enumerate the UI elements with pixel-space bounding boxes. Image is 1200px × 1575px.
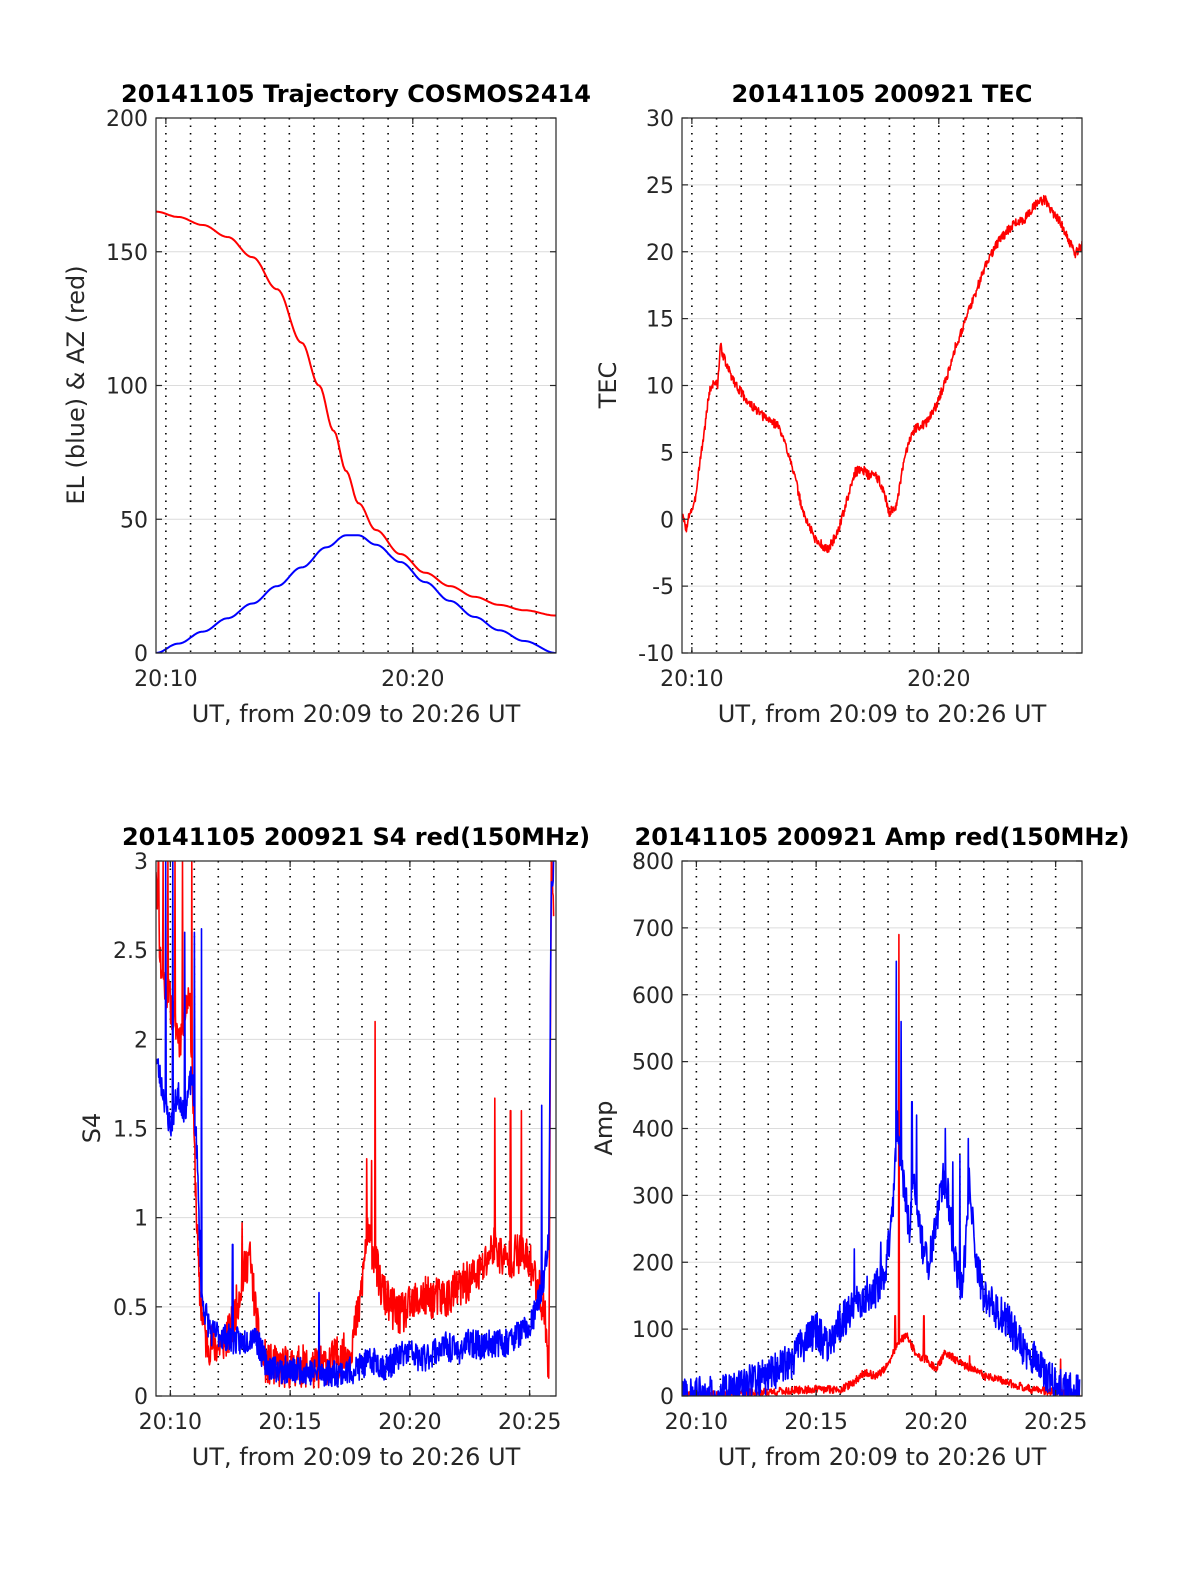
- s4-ytick-label-2: 1: [134, 1207, 148, 1232]
- tec-xtick-label-1: 20:20: [907, 667, 970, 692]
- tec-x-axis-label: UT, from 20:09 to 20:26 UT: [718, 700, 1047, 728]
- tec-ytick-label-4: 10: [646, 375, 674, 400]
- traj-ytick-label-4: 200: [106, 107, 148, 132]
- amp-ytick-label-1: 100: [632, 1318, 674, 1343]
- amp-ytick-label-0: 0: [660, 1385, 674, 1410]
- s4-ytick-label-3: 1.5: [113, 1118, 148, 1143]
- tec-ytick-label-8: 30: [646, 107, 674, 132]
- s4-y-axis-label: S4: [78, 1113, 106, 1144]
- s4-title: 20141105 200921 S4 red(150MHz): [122, 823, 590, 851]
- s4-ytick-label-1: 0.5: [113, 1296, 148, 1321]
- s4-series-blue-line: [156, 861, 555, 1388]
- s4-xtick-label-0: 20:10: [139, 1410, 202, 1435]
- s4-ytick-label-0: 0: [134, 1385, 148, 1410]
- panel-s4: 20141105 200921 S4 red(150MHz) 0 0.5 1 1.5 2…: [78, 823, 590, 1471]
- traj-ytick-label-3: 150: [106, 241, 148, 266]
- s4-ytick-label-5: 2.5: [113, 939, 148, 964]
- amp-xtick-label-3: 20:25: [1024, 1410, 1087, 1435]
- traj-xtick-label-0: 20:10: [134, 667, 197, 692]
- amp-ytick-label-2: 200: [632, 1251, 674, 1276]
- tec-xtick-label-0: 20:10: [660, 667, 723, 692]
- tec-title: 20141105 200921 TEC: [732, 80, 1033, 108]
- amp-ytick-label-8: 800: [632, 850, 674, 875]
- traj-series-red-line: [156, 210, 556, 617]
- tec-y-axis-label: TEC: [594, 362, 622, 410]
- s4-xtick-label-2: 20:20: [378, 1410, 441, 1435]
- s4-xtick-label-1: 20:15: [258, 1410, 321, 1435]
- s4-ytick-label-4: 2: [134, 1028, 148, 1053]
- trajectory-plot-area: 0 50 100 150 200 20:10 20:20: [106, 107, 557, 692]
- traj-ytick-label-0: 0: [134, 642, 148, 667]
- s4-xtick-label-3: 20:25: [498, 1410, 561, 1435]
- amp-title: 20141105 200921 Amp red(150MHz): [635, 823, 1130, 851]
- tec-plot-area: -10 -5 0 5 10 15 20 25 30 20:10 20:20: [638, 107, 1083, 692]
- amp-xtick-label-0: 20:10: [665, 1410, 728, 1435]
- traj-xtick-label-1: 20:20: [381, 667, 444, 692]
- panel-trajectory: 20141105 Trajectory COSMOS2414 0 50 100 150…: [62, 80, 591, 728]
- tec-ytick-label-1: -5: [652, 575, 674, 600]
- amp-ytick-label-3: 300: [632, 1184, 674, 1209]
- amp-xtick-label-2: 20:20: [904, 1410, 967, 1435]
- tec-ytick-label-7: 25: [646, 174, 674, 199]
- tec-series-red-line: [682, 194, 1082, 554]
- amp-plot-area: 0 100 200 300 400 500 600 700 800 20:10 20:15 20:20…: [632, 850, 1087, 1435]
- tec-ytick-label-2: 0: [660, 508, 674, 533]
- amp-ytick-label-6: 600: [632, 984, 674, 1009]
- amp-ytick-label-7: 700: [632, 917, 674, 942]
- amp-ytick-label-4: 400: [632, 1118, 674, 1143]
- tec-ytick-label-0: -10: [638, 642, 674, 667]
- trajectory-title: 20141105 Trajectory COSMOS2414: [121, 80, 591, 108]
- amp-ytick-label-5: 500: [632, 1051, 674, 1076]
- trajectory-y-axis-label: EL (blue) & AZ (red): [62, 265, 90, 504]
- s4-x-axis-label: UT, from 20:09 to 20:26 UT: [192, 1443, 521, 1471]
- amp-y-axis-label: Amp: [590, 1100, 618, 1155]
- panel-amp: 20141105 200921 Amp red(150MHz) 0 100 200 3…: [590, 823, 1129, 1471]
- s4-ytick-label-6: 3: [134, 850, 148, 875]
- tec-ytick-label-6: 20: [646, 241, 674, 266]
- traj-ytick-label-1: 50: [120, 508, 148, 533]
- tec-ytick-label-5: 15: [646, 308, 674, 333]
- traj-ytick-label-2: 100: [106, 375, 148, 400]
- amp-x-axis-label: UT, from 20:09 to 20:26 UT: [718, 1443, 1047, 1471]
- amp-series-blue-line: [682, 960, 1081, 1396]
- panel-tec: 20141105 200921 TEC -10 -5 0 5 10 15 20 25 30 20:…: [594, 80, 1083, 728]
- trajectory-x-axis-label: UT, from 20:09 to 20:26 UT: [192, 700, 521, 728]
- s4-plot-area: 0 0.5 1 1.5 2 2.5 3 20:10 20:15 20:20 20:25: [113, 850, 561, 1435]
- traj-series-blue-line: [156, 534, 556, 653]
- amp-xtick-label-1: 20:15: [784, 1410, 847, 1435]
- tec-ytick-label-3: 5: [660, 441, 674, 466]
